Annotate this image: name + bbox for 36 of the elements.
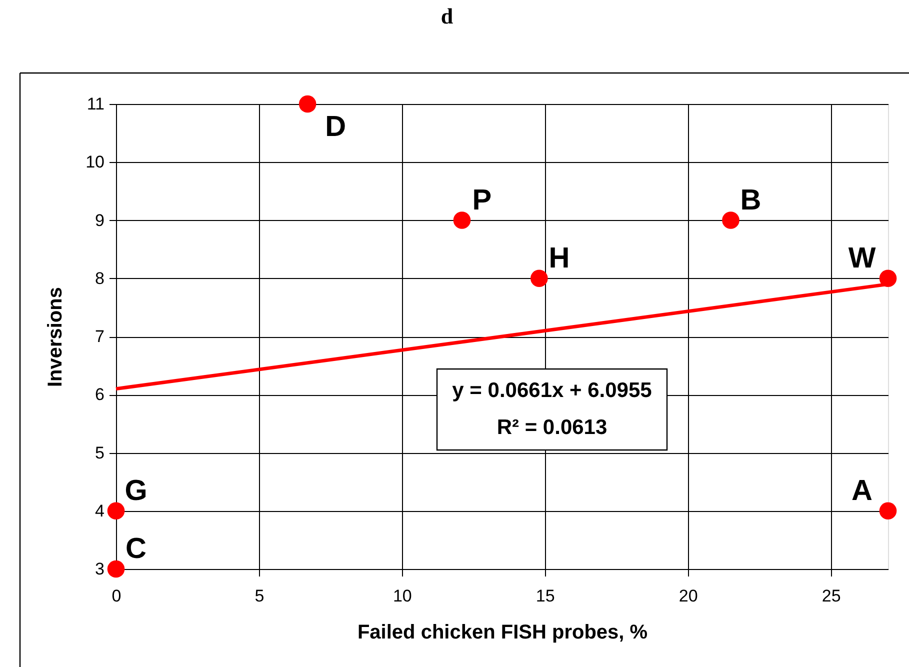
point xyxy=(107,502,125,520)
x-tick-label: 0 xyxy=(112,586,122,606)
y-tick-label: 9 xyxy=(95,210,104,230)
point xyxy=(107,560,125,578)
annotation: W xyxy=(848,242,876,274)
y-tick-label: 11 xyxy=(86,94,104,114)
point xyxy=(879,502,897,520)
annotation: y = 0.0661x + 6.0955 xyxy=(452,379,652,402)
x-tick-label: 10 xyxy=(392,586,412,606)
x-axis-title: Failed chicken FISH probes, % xyxy=(357,622,648,644)
point xyxy=(879,270,897,288)
y-axis-title: Inversions xyxy=(44,286,67,388)
y-tick-label: 8 xyxy=(95,268,104,288)
point xyxy=(453,212,471,229)
y-tick-label: 5 xyxy=(95,443,104,462)
point xyxy=(298,95,316,113)
annotation: B xyxy=(740,184,762,216)
x-tick-label: 15 xyxy=(536,586,555,606)
point xyxy=(722,212,740,229)
x-tick-label: 25 xyxy=(822,586,841,606)
y-tick-label: 4 xyxy=(95,501,104,520)
annotation: A xyxy=(852,474,873,507)
y-tick-label: 7 xyxy=(95,327,104,346)
y-tick-label: 3 xyxy=(95,560,104,578)
annotation: D xyxy=(325,111,346,143)
chart-title: d xyxy=(440,3,454,28)
annotation: C xyxy=(126,533,147,565)
x-tick-label: 5 xyxy=(254,586,264,606)
annotation: G xyxy=(124,474,148,507)
annotation: H xyxy=(548,242,570,274)
x-tick-label: 20 xyxy=(678,586,698,606)
y-tick-label: 6 xyxy=(95,385,104,404)
y-tick-label: 10 xyxy=(86,152,104,172)
annotation: R² = 0.0613 xyxy=(496,416,608,439)
annotation: P xyxy=(472,184,492,216)
point xyxy=(530,270,548,288)
